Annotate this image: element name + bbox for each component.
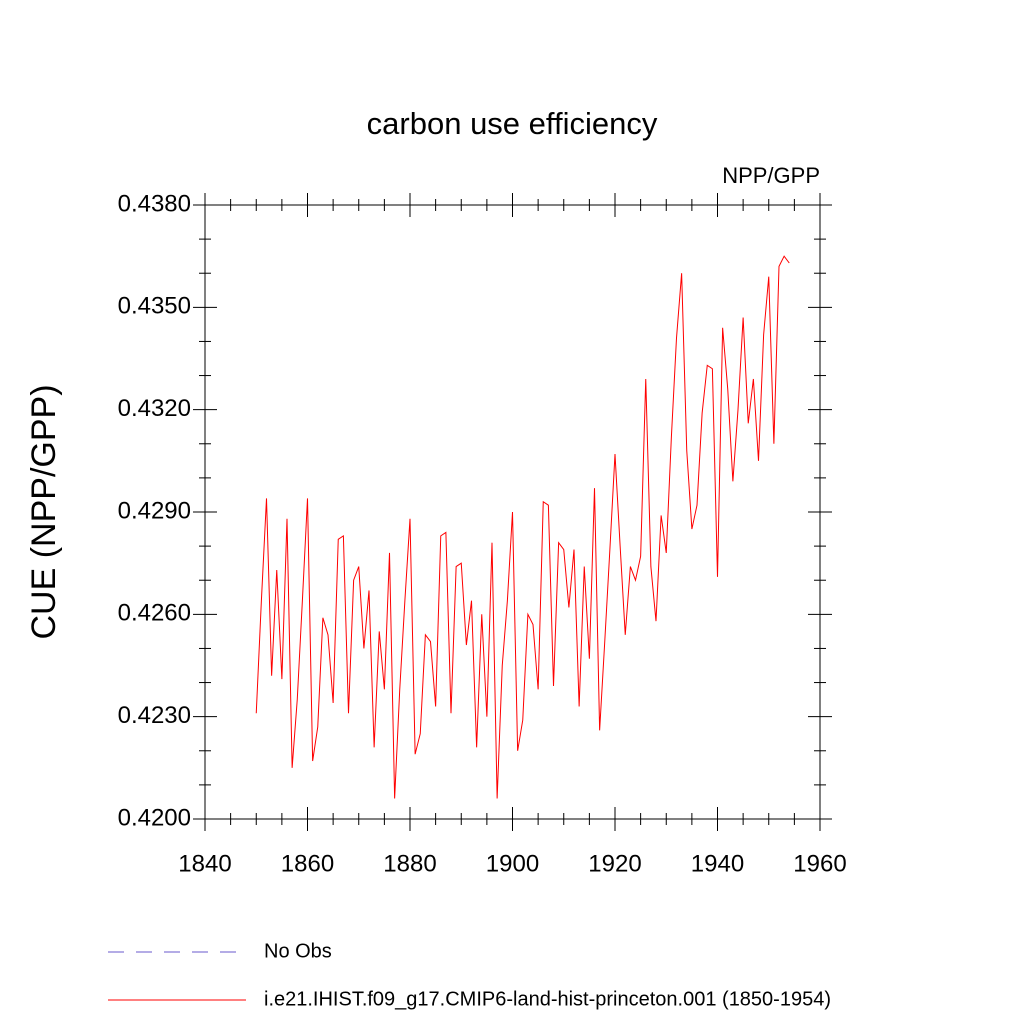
y-tick-label: 0.4380 [118,190,191,217]
chart-subtitle: NPP/GPP [722,163,820,188]
y-tick-label: 0.4290 [118,497,191,524]
x-tick-label: 1900 [486,850,539,877]
x-tick-label: 1920 [588,850,641,877]
legend-label: No Obs [264,940,332,962]
y-tick-label: 0.4320 [118,395,191,422]
x-tick-label: 1860 [281,850,334,877]
x-tick-label: 1880 [383,850,436,877]
x-tick-label: 1840 [178,850,231,877]
x-tick-label: 1960 [793,850,846,877]
y-tick-label: 0.4350 [118,293,191,320]
legend-label: i.e21.IHIST.f09_g17.CMIP6-land-hist-prin… [264,988,831,1010]
y-tick-label: 0.4260 [118,600,191,627]
y-tick-label: 0.4230 [118,702,191,729]
y-axis-label: CUE (NPP/GPP) [25,384,63,639]
data-line [255,255,790,799]
chart-title: carbon use efficiency [367,106,658,141]
y-tick-label: 0.4200 [118,804,191,831]
x-tick-label: 1940 [691,850,744,877]
